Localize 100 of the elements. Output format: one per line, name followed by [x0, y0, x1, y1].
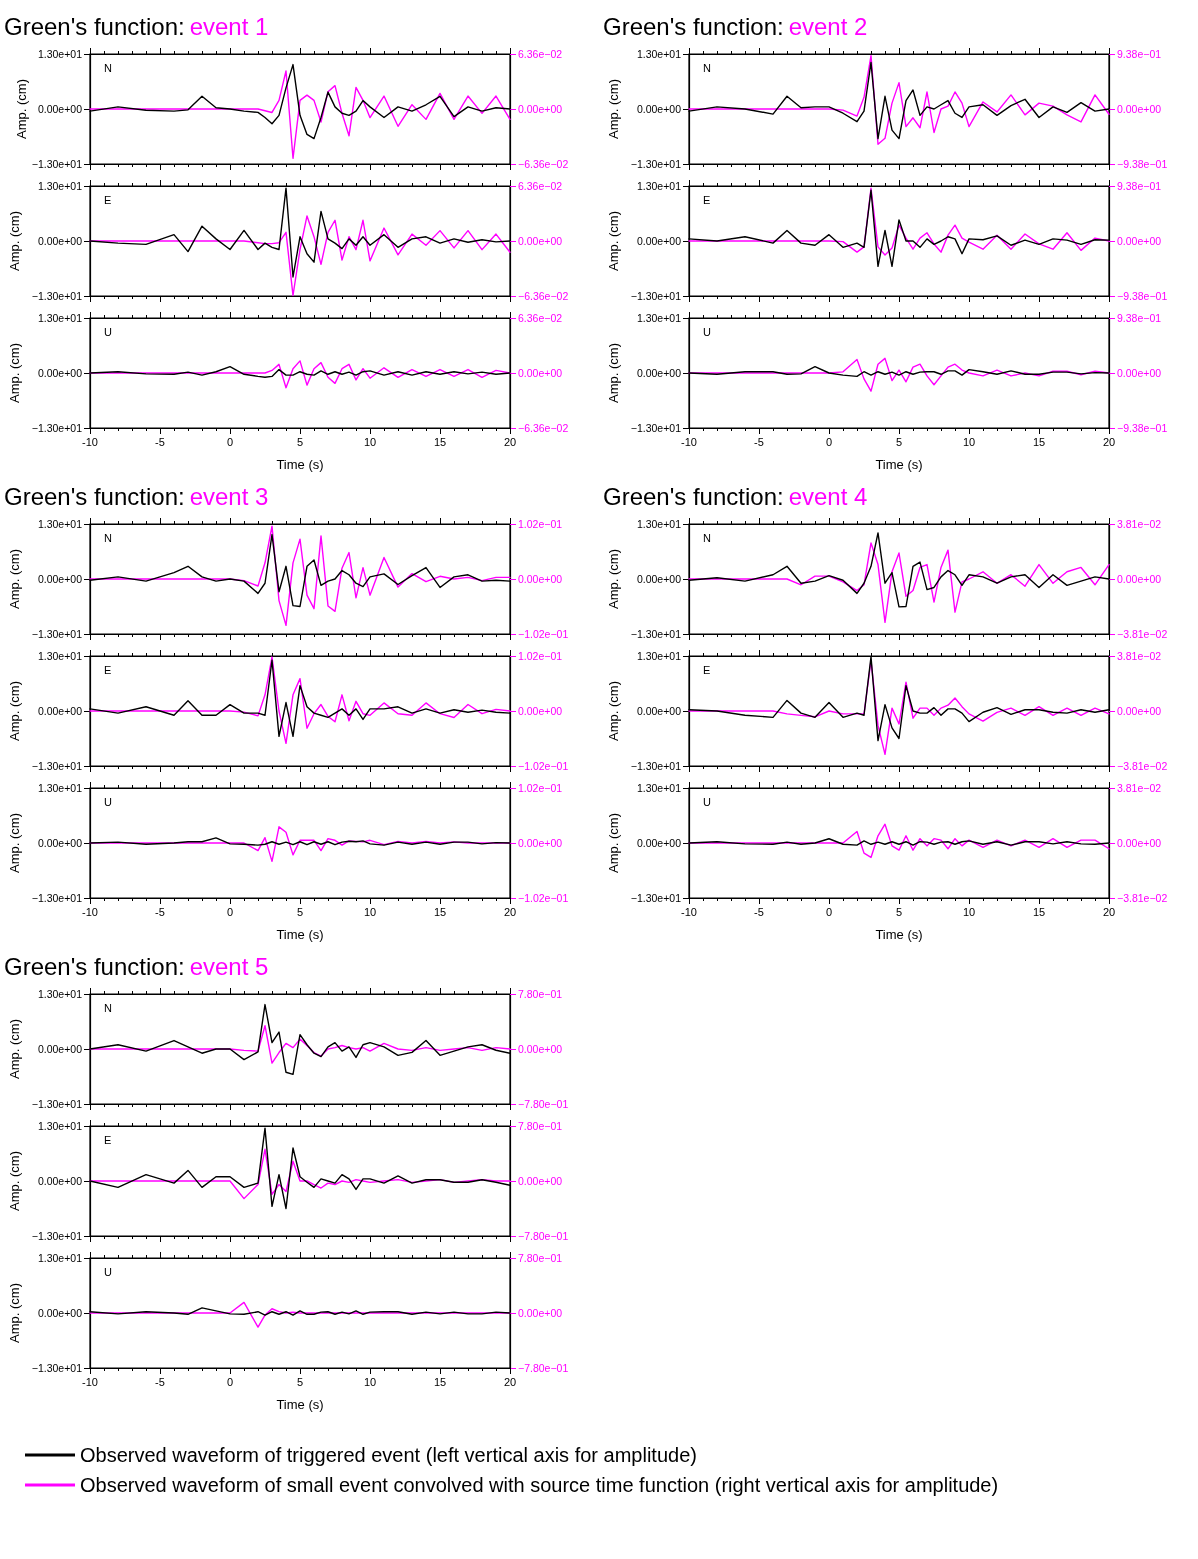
x-tick-label: 20	[503, 1375, 517, 1388]
y2-tick-label: −3.81e−02	[1117, 760, 1168, 772]
y-tick-label: 1.30e+01	[37, 782, 83, 794]
annotation: N	[104, 61, 112, 74]
y-tick-label: 1.30e+01	[37, 988, 83, 1000]
y-tick-label: 0.00e+00	[37, 705, 83, 717]
y2-tick-label: 1.02e−01	[518, 650, 563, 662]
y-tick-label: −1.30e+01	[31, 290, 83, 302]
y2-tick-label: −7.80e−01	[518, 1362, 569, 1374]
y-axis-title: Amp. (cm)	[6, 1283, 22, 1343]
annotation: N	[703, 531, 711, 544]
annotation: E	[104, 663, 112, 676]
y2-tick-label: 6.36e−02	[518, 180, 563, 192]
y2-tick-label: 0.00e+00	[1117, 705, 1162, 717]
x-tick-label: -5	[155, 435, 165, 448]
y-tick-label: −1.30e+01	[630, 422, 682, 434]
x-tick-label: 0	[226, 905, 234, 918]
x-tick-label: 15	[433, 905, 447, 918]
x-tick-label: 0	[825, 905, 833, 918]
annotation: E	[104, 1133, 112, 1146]
y2-tick-label: −7.80e−01	[518, 1230, 569, 1242]
y-tick-label: 1.30e+01	[636, 650, 682, 662]
y2-tick-label: 0.00e+00	[1117, 103, 1162, 115]
y-axis-title: Amp. (cm)	[6, 681, 22, 741]
x-axis-title: Time (s)	[276, 1397, 324, 1412]
x-tick-label: 20	[503, 905, 517, 918]
legend-label: Observed waveform of triggered event (left vertical axis for amplitude)	[80, 1444, 697, 1466]
x-tick-label: 20	[503, 435, 517, 448]
x-tick-label: -10	[681, 905, 697, 918]
y2-tick-label: 6.36e−02	[518, 312, 563, 324]
x-tick-label: 10	[962, 435, 976, 448]
y-axis-title: Amp. (cm)	[13, 79, 29, 139]
y-tick-label: 0.00e+00	[636, 573, 682, 585]
y-tick-label: 1.30e+01	[37, 650, 83, 662]
y-tick-label: −1.30e+01	[31, 1230, 83, 1242]
x-tick-label: 0	[825, 435, 833, 448]
x-axis-title: Time (s)	[875, 927, 923, 942]
y-tick-label: 1.30e+01	[636, 312, 682, 324]
y2-tick-label: 0.00e+00	[518, 235, 563, 247]
y2-tick-label: −6.36e−02	[518, 290, 569, 302]
y-tick-label: −1.30e+01	[31, 1098, 83, 1110]
y2-tick-label: 0.00e+00	[1117, 235, 1162, 247]
y-tick-label: 0.00e+00	[636, 705, 682, 717]
x-tick-label: 15	[1032, 435, 1046, 448]
legend-label: Observed waveform of small event convolved with source time function (right vertical axis for amplitude)	[80, 1474, 999, 1496]
y-axis-title: Amp. (cm)	[605, 813, 621, 873]
x-tick-label: -10	[82, 1375, 98, 1388]
annotation: U	[104, 795, 112, 808]
x-tick-label: 10	[363, 435, 377, 448]
annotation: U	[703, 325, 711, 338]
y-tick-label: 0.00e+00	[37, 235, 83, 247]
y-tick-label: 0.00e+00	[37, 573, 83, 585]
x-tick-label: -10	[681, 435, 697, 448]
y-axis-title: Amp. (cm)	[605, 343, 621, 403]
y-tick-label: −1.30e+01	[630, 628, 682, 640]
y-axis-title: Amp. (cm)	[6, 813, 22, 873]
x-tick-label: 10	[363, 905, 377, 918]
y-tick-label: −1.30e+01	[31, 1362, 83, 1374]
x-tick-label: -5	[754, 905, 764, 918]
y-axis-title: Amp. (cm)	[605, 681, 621, 741]
y-axis-title: Amp. (cm)	[6, 211, 22, 271]
chart-subtitle: event 5	[189, 952, 269, 980]
x-tick-label: 20	[1102, 905, 1116, 918]
y-tick-label: 0.00e+00	[636, 367, 682, 379]
annotation: N	[104, 1001, 112, 1014]
y-tick-label: −1.30e+01	[630, 760, 682, 772]
y2-tick-label: 1.02e−01	[518, 782, 563, 794]
x-tick-label: 5	[895, 905, 903, 918]
y-tick-label: −1.30e+01	[31, 892, 83, 904]
y-axis-title: Amp. (cm)	[6, 1019, 22, 1079]
y2-tick-label: −1.02e−01	[518, 892, 569, 904]
y2-tick-label: −6.36e−02	[518, 158, 569, 170]
y2-tick-label: 1.02e−01	[518, 518, 563, 530]
y2-tick-label: −1.02e−01	[518, 628, 569, 640]
y2-tick-label: 0.00e+00	[1117, 367, 1162, 379]
chart-title: Green's function:	[603, 482, 784, 510]
y-tick-label: −1.30e+01	[31, 158, 83, 170]
x-tick-label: -5	[754, 435, 764, 448]
y-tick-label: 0.00e+00	[37, 367, 83, 379]
y2-tick-label: −9.38e−01	[1117, 422, 1168, 434]
y-axis-title: Amp. (cm)	[605, 549, 621, 609]
y-tick-label: −1.30e+01	[630, 892, 682, 904]
y-axis-title: Amp. (cm)	[6, 549, 22, 609]
y2-tick-label: 0.00e+00	[518, 367, 563, 379]
x-tick-label: 15	[1032, 905, 1046, 918]
y2-tick-label: 3.81e−02	[1117, 518, 1162, 530]
y-tick-label: 1.30e+01	[636, 782, 682, 794]
y2-tick-label: −3.81e−02	[1117, 628, 1168, 640]
y-tick-label: 1.30e+01	[636, 48, 682, 60]
annotation: N	[104, 531, 112, 544]
x-tick-label: 15	[433, 1375, 447, 1388]
y-tick-label: 1.30e+01	[37, 518, 83, 530]
x-tick-label: 0	[226, 435, 234, 448]
y2-tick-label: 9.38e−01	[1117, 180, 1162, 192]
y2-tick-label: 3.81e−02	[1117, 782, 1162, 794]
x-tick-label: 5	[296, 1375, 304, 1388]
y2-tick-label: 0.00e+00	[518, 573, 563, 585]
y2-tick-label: −9.38e−01	[1117, 290, 1168, 302]
line-series	[688, 542, 1110, 624]
y2-tick-label: 0.00e+00	[518, 1175, 563, 1187]
